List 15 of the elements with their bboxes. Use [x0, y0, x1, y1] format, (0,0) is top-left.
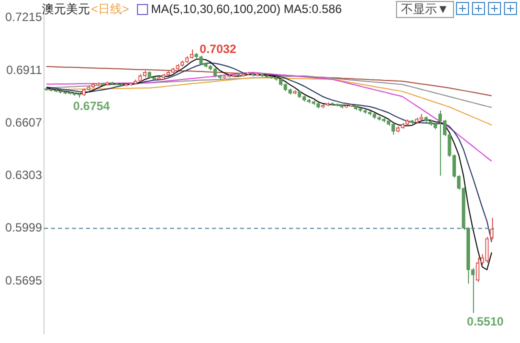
annotation: 0.6754 [73, 98, 110, 113]
annotation: MA(5,10,30,60,100,200) MA5:0.586 [151, 2, 342, 16]
display-dropdown: 不显示▼ [396, 1, 454, 18]
candlestick [490, 217, 494, 240]
chart-subtitle: <日线> [91, 0, 130, 18]
y-tick-label: 0.5695 [5, 273, 42, 288]
candlestick [452, 154, 456, 178]
y-tick-label: 0.6303 [5, 168, 42, 182]
y-tick-label: 0.6911 [6, 62, 42, 77]
y-tick-label: 0.6607 [5, 115, 42, 130]
y-tick-label: 0.5999 [5, 220, 42, 235]
annotation: 0.7032 [200, 42, 237, 56]
chart-title: 澳元美元 [42, 0, 90, 18]
annotation: 0.5510 [466, 314, 504, 328]
y-tick-label: 0.7215 [5, 10, 42, 24]
